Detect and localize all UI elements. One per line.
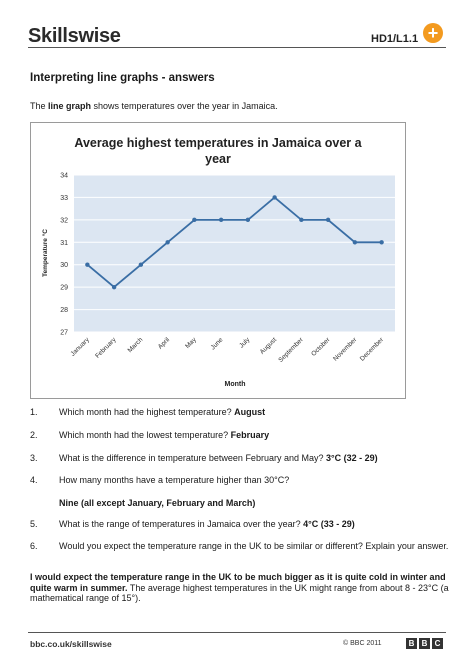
question-text: What is the difference in temperature be…	[59, 453, 326, 463]
x-tick-label: January	[69, 336, 91, 358]
y-tick-label: 33	[60, 195, 68, 202]
y-tick-label: 30	[60, 262, 68, 269]
y-tick-label: 32	[60, 217, 68, 224]
plot-area	[74, 175, 395, 332]
data-point	[352, 240, 358, 245]
question-number: 6.	[30, 541, 38, 551]
final-answer: I would expect the temperature range in …	[30, 572, 450, 604]
intro-bold: line graph	[48, 101, 92, 111]
data-point	[165, 240, 170, 245]
data-point	[85, 262, 90, 267]
question-number: 3.	[30, 453, 38, 463]
data-points	[85, 195, 384, 290]
question-6: Would you expect the temperature range i…	[59, 541, 449, 551]
intro-text: The line graph shows temperatures over t…	[30, 101, 278, 111]
y-tick-label: 28	[60, 307, 68, 314]
x-tick-label: July	[238, 336, 252, 350]
y-tick-label: 34	[60, 173, 68, 180]
x-tick-label: February	[94, 336, 118, 360]
y-tick-label: 29	[60, 285, 68, 292]
question-1: Which month had the highest temperature?…	[59, 407, 265, 418]
footer-divider	[28, 632, 446, 633]
x-tick-labels: January February March April May June July Augu…	[69, 336, 385, 364]
line-chart: Average highest temperatures in Jamaica …	[30, 122, 406, 399]
skillswise-logo: Skillswise	[28, 25, 121, 47]
bbc-letter: B	[419, 638, 430, 649]
question-number: 1.	[30, 407, 38, 417]
y-tick-labels: 27 28 29 30 31 32 33 34	[60, 173, 68, 337]
data-point	[299, 217, 304, 223]
answer-4: Nine (all except January, February and M…	[59, 498, 256, 508]
answer-text: 3°C (32 - 29)	[325, 453, 378, 463]
x-tick-label: March	[127, 336, 145, 354]
x-tick-label: April	[157, 336, 172, 351]
data-point	[325, 217, 331, 223]
x-tick-label: May	[184, 336, 198, 350]
y-axis-label: Temperature °C	[41, 229, 49, 277]
worksheet-code: HD1/L1.1	[371, 33, 419, 45]
intro-before: The	[30, 101, 49, 111]
data-point	[272, 195, 277, 200]
data-point	[138, 262, 144, 267]
bbc-letter: C	[432, 638, 443, 649]
data-point	[218, 217, 224, 223]
x-tick-label: August	[259, 336, 278, 355]
question-text: Which month had the lowest temperature?	[59, 430, 231, 440]
question-number: 2.	[30, 430, 38, 440]
final-answer-bold: I would expect the temperature range in …	[30, 572, 446, 593]
plus-icon: +	[423, 23, 443, 43]
header-divider	[28, 47, 446, 48]
x-tick-label: June	[210, 336, 225, 351]
footer-url[interactable]: bbc.co.uk/skillswise	[30, 639, 112, 649]
intro-after: shows temperatures over the year in Jama…	[91, 101, 278, 111]
y-tick-label: 31	[60, 240, 68, 247]
answer-text: August	[234, 407, 266, 417]
x-tick-label: December	[359, 336, 386, 363]
series-line	[86, 196, 382, 289]
data-point	[111, 284, 117, 290]
data-point	[192, 217, 197, 223]
data-point	[379, 240, 384, 245]
copyright-text: © BBC 2011	[343, 640, 382, 647]
question-2: Which month had the lowest temperature? …	[59, 430, 269, 441]
bbc-letter: B	[406, 638, 417, 649]
bbc-logo: B B C	[406, 638, 443, 649]
x-axis-label: Month	[225, 381, 246, 388]
y-tick-label: 27	[60, 330, 68, 337]
chart-title-line2: year	[205, 152, 231, 166]
question-3: What is the difference in temperature be…	[59, 453, 378, 464]
question-5: What is the range of temperatures in Jam…	[59, 519, 355, 530]
question-number: 5.	[30, 519, 38, 529]
page-title: Interpreting line graphs - answers	[30, 72, 215, 84]
final-answer-normal: The average highest temperatures in the …	[30, 582, 449, 604]
data-point	[245, 217, 251, 223]
x-tick-label: September	[277, 336, 305, 364]
chart-title-line1: Average highest temperatures in Jamaica …	[74, 136, 362, 150]
question-4: How many months have a temperature highe…	[59, 475, 290, 485]
question-text: Which month had the highest temperature?	[59, 407, 235, 417]
question-text: What is the range of temperatures in Jam…	[59, 519, 304, 529]
x-tick-label: October	[310, 336, 332, 358]
answer-text: February	[230, 430, 270, 440]
question-number: 4.	[30, 475, 38, 485]
chart-svg: Average highest temperatures in Jamaica …	[41, 136, 395, 388]
answer-text: 4°C (33 - 29)	[303, 519, 355, 529]
x-tick-label: November	[332, 336, 359, 363]
